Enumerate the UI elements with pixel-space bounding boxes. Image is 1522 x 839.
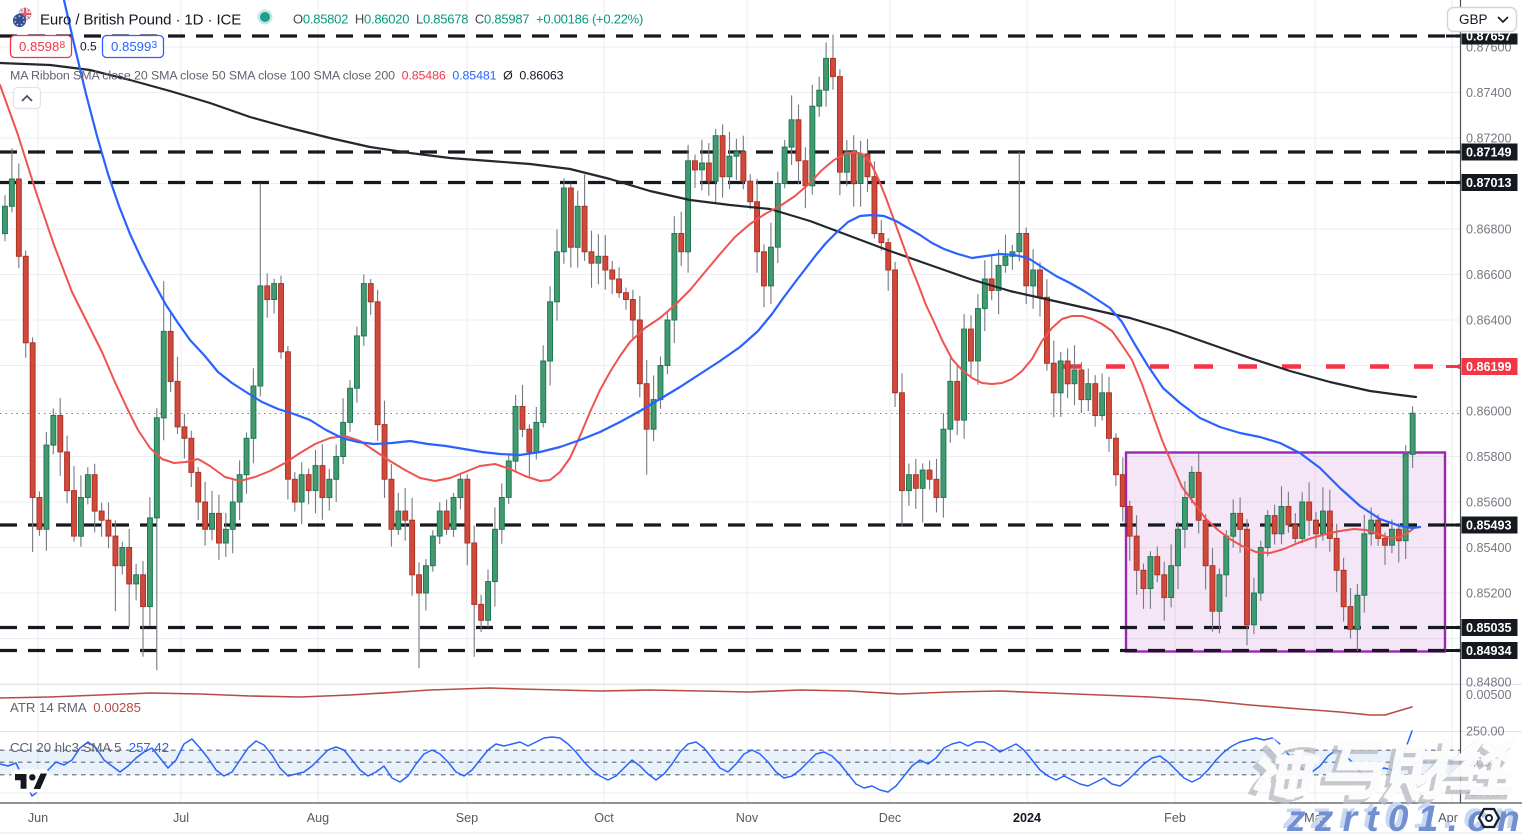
svg-text:Euro / British Pound · 1D · IC: Euro / British Pound · 1D · ICE: [40, 12, 241, 29]
svg-text:Oct: Oct: [594, 811, 614, 825]
svg-text:0.85035: 0.85035: [1466, 621, 1512, 635]
svg-text:Jul: Jul: [173, 811, 189, 825]
svg-text:Jun: Jun: [28, 811, 48, 825]
svg-text:0.85800: 0.85800: [1466, 450, 1512, 464]
svg-text:0.87400: 0.87400: [1466, 86, 1512, 100]
svg-text:0.86800: 0.86800: [1466, 222, 1512, 236]
svg-text:0.84934: 0.84934: [1466, 644, 1512, 658]
svg-text:ATR 14 RMA 0.00285: ATR 14 RMA 0.00285: [10, 700, 141, 715]
svg-text:0.87149: 0.87149: [1466, 146, 1512, 160]
svg-text:Nov: Nov: [736, 811, 759, 825]
svg-text:Dec: Dec: [879, 811, 901, 825]
svg-text:0.85988: 0.85988: [19, 39, 65, 54]
svg-text:0.85493: 0.85493: [1466, 519, 1512, 533]
svg-text:0.87200: 0.87200: [1466, 131, 1512, 145]
svg-text:0.5: 0.5: [80, 40, 97, 54]
svg-text:O0.85802 H0.86020 L0.85678: O0.85802 H0.86020 L0.85678 C0.85987 +0.0…: [293, 12, 643, 27]
svg-text:0.00500: 0.00500: [1466, 688, 1512, 702]
svg-text:0.86000: 0.86000: [1466, 404, 1512, 418]
svg-text:0.86199: 0.86199: [1466, 360, 1512, 374]
svg-text:Mar: Mar: [1304, 811, 1326, 825]
svg-text:0.85993: 0.85993: [111, 39, 157, 54]
svg-text:0.86600: 0.86600: [1466, 268, 1512, 282]
svg-text:Aug: Aug: [307, 811, 329, 825]
svg-text:0.87657: 0.87657: [1466, 30, 1512, 44]
svg-text:250.00: 250.00: [1466, 725, 1505, 739]
svg-text:Apr: Apr: [1438, 811, 1458, 825]
svg-text:CCI 20 hlc3 SMA 5 257.42: CCI 20 hlc3 SMA 5 257.42: [10, 740, 169, 755]
svg-text:0.85200: 0.85200: [1466, 586, 1512, 600]
svg-text:0.84800: 0.84800: [1466, 675, 1512, 689]
svg-text:0.87013: 0.87013: [1466, 176, 1512, 190]
svg-text:MA Ribbon SMA close 20 SMA clo: MA Ribbon SMA close 20 SMA close 50 SMA …: [10, 69, 564, 83]
svg-text:zzrt01.cn: zzrt01.cn: [1282, 795, 1522, 834]
svg-text:2024: 2024: [1013, 811, 1041, 825]
svg-text:0.86400: 0.86400: [1466, 313, 1512, 327]
svg-text:0.85400: 0.85400: [1466, 541, 1512, 555]
svg-text:Feb: Feb: [1164, 811, 1186, 825]
svg-text:GBP: GBP: [1459, 12, 1488, 27]
svg-text:Sep: Sep: [456, 811, 478, 825]
svg-text:0.85600: 0.85600: [1466, 495, 1512, 509]
